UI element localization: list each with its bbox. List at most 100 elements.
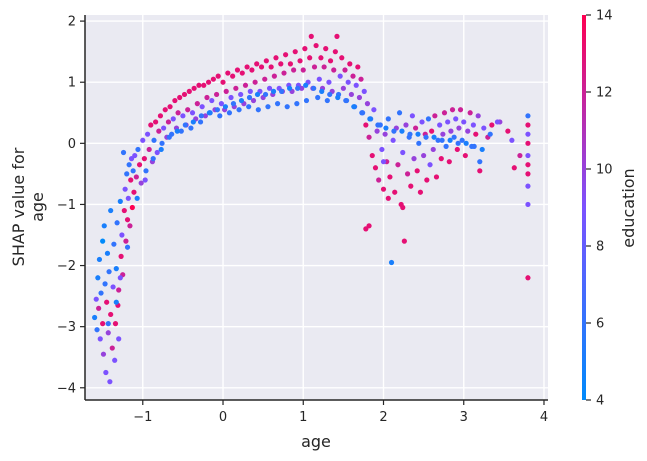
data-point <box>226 110 233 116</box>
data-point <box>403 122 409 128</box>
data-point <box>182 122 188 128</box>
data-point <box>119 232 125 238</box>
data-point <box>205 79 212 85</box>
data-point <box>111 241 117 247</box>
y-tick-label: 0 <box>68 137 76 152</box>
data-point <box>383 125 389 131</box>
data-point <box>210 76 216 82</box>
colorbar-tick-label: 12 <box>596 86 613 101</box>
data-point <box>419 119 425 125</box>
data-point <box>162 107 168 113</box>
data-point <box>340 85 346 91</box>
data-point <box>181 91 188 98</box>
data-point <box>102 281 108 287</box>
data-point <box>271 73 277 79</box>
data-point <box>440 131 446 137</box>
data-point <box>350 73 356 79</box>
data-point <box>199 104 205 110</box>
data-point <box>295 85 301 91</box>
data-point <box>477 159 483 165</box>
data-point <box>339 55 345 61</box>
data-point <box>425 116 432 122</box>
data-point <box>97 336 103 342</box>
data-point <box>345 79 351 85</box>
data-point <box>223 88 229 94</box>
data-point <box>159 140 165 146</box>
data-point <box>416 140 422 146</box>
data-point <box>94 327 100 333</box>
data-point <box>321 64 327 70</box>
data-point <box>177 94 183 101</box>
data-point <box>353 82 359 88</box>
data-point <box>300 67 306 73</box>
data-point <box>150 156 156 162</box>
data-point <box>108 207 114 214</box>
scatter-points <box>92 33 531 385</box>
data-point <box>311 64 318 70</box>
data-point <box>331 67 337 73</box>
data-point <box>511 165 517 171</box>
data-point <box>319 88 325 94</box>
data-point <box>392 189 398 195</box>
data-point <box>437 122 443 128</box>
data-point <box>138 180 144 186</box>
data-point <box>105 330 111 336</box>
data-point <box>106 269 112 275</box>
data-point <box>400 149 406 156</box>
data-point <box>246 104 252 110</box>
data-point <box>424 177 430 183</box>
data-point <box>190 119 196 125</box>
colorbar-tick-label: 6 <box>596 317 604 332</box>
data-point <box>433 174 440 180</box>
data-point <box>487 131 493 137</box>
data-point <box>95 275 101 281</box>
data-point <box>415 131 421 137</box>
data-point <box>423 134 429 140</box>
data-point <box>343 97 349 104</box>
data-point <box>356 94 363 101</box>
data-point <box>448 128 454 134</box>
data-point <box>395 162 401 168</box>
data-point <box>103 369 109 376</box>
data-point <box>318 55 324 61</box>
data-point <box>430 146 436 153</box>
data-point <box>214 107 221 113</box>
data-point <box>525 140 531 146</box>
data-point <box>230 73 236 79</box>
data-point <box>445 119 451 125</box>
data-point <box>380 159 387 165</box>
data-point <box>209 97 215 104</box>
data-point <box>238 91 244 98</box>
data-point <box>262 91 269 98</box>
data-point <box>270 88 277 94</box>
data-point <box>427 162 433 168</box>
data-point <box>396 110 403 116</box>
x-tick-label: −1 <box>133 410 152 425</box>
data-point <box>144 131 151 137</box>
x-tick-label: 0 <box>219 410 227 425</box>
data-point <box>525 152 531 159</box>
data-point <box>323 46 329 52</box>
data-point <box>154 149 160 156</box>
data-point <box>153 119 159 125</box>
data-point <box>316 76 322 82</box>
data-point <box>180 113 186 119</box>
data-point <box>302 46 308 52</box>
data-point <box>299 85 305 91</box>
data-point <box>335 94 341 101</box>
data-point <box>141 156 147 162</box>
data-point <box>525 122 531 128</box>
data-point <box>481 125 487 131</box>
data-point <box>308 33 314 39</box>
data-point <box>411 156 417 162</box>
x-tick-label: 3 <box>460 410 468 425</box>
data-point <box>525 183 531 189</box>
data-point <box>104 299 110 305</box>
data-point <box>172 97 178 104</box>
data-point <box>327 91 333 98</box>
data-point <box>233 85 239 91</box>
data-point <box>292 49 298 55</box>
data-point <box>148 122 154 128</box>
data-point <box>376 177 382 183</box>
